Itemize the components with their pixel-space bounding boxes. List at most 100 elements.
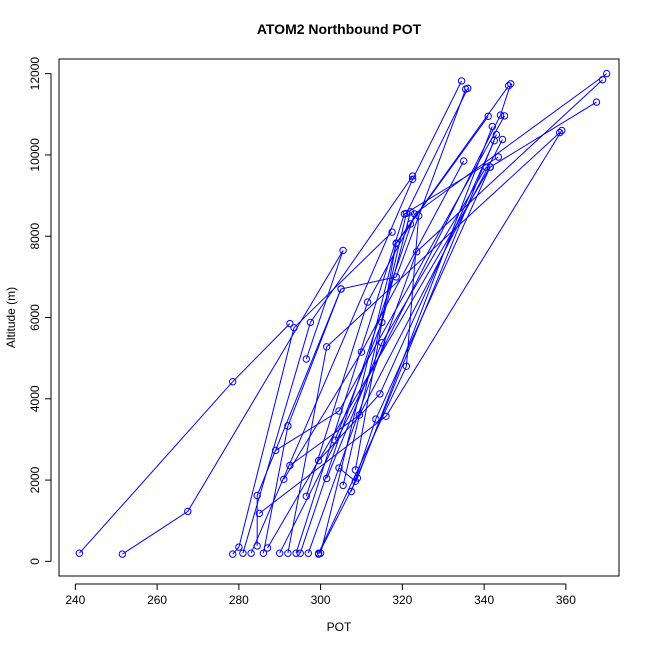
data-point bbox=[486, 163, 494, 171]
y-tick-label: 0 bbox=[28, 558, 42, 565]
series-line-16 bbox=[283, 160, 465, 480]
series-line-21 bbox=[318, 140, 495, 461]
data-point bbox=[372, 415, 380, 423]
data-point bbox=[253, 491, 261, 500]
data-point bbox=[314, 456, 323, 465]
y-tick-label: 12000 bbox=[28, 57, 42, 91]
series-line-9 bbox=[279, 83, 512, 554]
data-point bbox=[402, 209, 411, 218]
series-line-6 bbox=[256, 288, 342, 546]
data-point bbox=[323, 474, 331, 483]
data-point bbox=[500, 112, 509, 120]
data-point bbox=[507, 80, 515, 88]
data-point bbox=[292, 549, 300, 557]
data-point bbox=[296, 549, 304, 557]
data-point bbox=[255, 509, 263, 518]
data-point bbox=[355, 411, 364, 419]
series-line-7 bbox=[262, 88, 467, 554]
series-line-17 bbox=[258, 130, 563, 514]
data-point bbox=[484, 112, 492, 121]
x-axis: 240 260 280 300 320 340 360 bbox=[65, 583, 576, 607]
x-tick-label: 300 bbox=[311, 593, 331, 607]
data-point bbox=[376, 390, 384, 398]
data-point bbox=[603, 69, 611, 78]
data-point bbox=[306, 318, 315, 327]
series-line-20 bbox=[305, 223, 411, 497]
series-line-5 bbox=[250, 80, 463, 554]
data-point bbox=[280, 475, 288, 483]
data-point bbox=[351, 466, 360, 474]
data-point bbox=[247, 549, 255, 557]
series-line-22 bbox=[326, 166, 487, 479]
data-point bbox=[504, 82, 513, 90]
series-line-3 bbox=[232, 231, 393, 555]
series-line-10 bbox=[287, 132, 561, 554]
data-point bbox=[271, 446, 280, 455]
data-point bbox=[302, 355, 310, 363]
data-point bbox=[460, 157, 468, 165]
data-point bbox=[284, 422, 292, 430]
data-point bbox=[239, 549, 247, 557]
series-line-25 bbox=[342, 88, 469, 486]
data-point bbox=[556, 128, 564, 137]
series-line-8 bbox=[267, 101, 597, 549]
data-point bbox=[402, 362, 411, 370]
series-line-13 bbox=[307, 79, 603, 554]
series-layer bbox=[75, 69, 611, 558]
data-point bbox=[331, 436, 339, 444]
data-point bbox=[339, 481, 347, 490]
data-point bbox=[259, 549, 268, 557]
data-point bbox=[457, 77, 466, 85]
series-line-12 bbox=[299, 73, 607, 554]
data-point bbox=[558, 126, 566, 135]
data-point bbox=[75, 549, 84, 557]
data-point bbox=[304, 549, 312, 557]
data-point bbox=[492, 130, 501, 139]
y-tick-label: 2000 bbox=[28, 466, 42, 493]
x-tick-label: 320 bbox=[392, 593, 412, 607]
data-point bbox=[335, 407, 343, 415]
data-point bbox=[314, 550, 323, 558]
series-line-28 bbox=[318, 126, 493, 555]
x-tick-label: 240 bbox=[65, 593, 85, 607]
data-point bbox=[388, 228, 396, 236]
data-point bbox=[335, 464, 343, 472]
y-tick-label: 10000 bbox=[28, 138, 42, 172]
y-tick-label: 6000 bbox=[28, 304, 42, 331]
data-point bbox=[347, 487, 355, 496]
data-point bbox=[235, 543, 243, 551]
data-point bbox=[382, 412, 390, 420]
x-tick-label: 340 bbox=[474, 593, 494, 607]
data-point bbox=[408, 175, 417, 184]
series-line-1 bbox=[79, 323, 291, 554]
plot-frame bbox=[58, 58, 620, 577]
data-point bbox=[498, 135, 507, 144]
data-point bbox=[276, 549, 284, 557]
x-tick-label: 260 bbox=[147, 593, 167, 607]
data-point bbox=[229, 550, 237, 558]
data-point bbox=[357, 348, 366, 356]
data-point bbox=[263, 544, 272, 552]
data-point bbox=[494, 153, 503, 161]
x-tick-label: 280 bbox=[229, 593, 249, 607]
data-point bbox=[286, 461, 294, 470]
data-point bbox=[229, 378, 237, 386]
y-axis-label: Altitude (m) bbox=[4, 287, 18, 348]
y-axis: 0 2000 4000 6000 8000 10000 12000 bbox=[28, 57, 52, 565]
x-axis-label: POT bbox=[327, 620, 352, 634]
data-point bbox=[253, 542, 261, 550]
data-point bbox=[290, 324, 298, 332]
data-point bbox=[592, 98, 601, 106]
data-point bbox=[488, 122, 496, 131]
data-point bbox=[286, 319, 294, 328]
data-point bbox=[302, 492, 310, 500]
series-line-4 bbox=[242, 175, 414, 554]
data-point bbox=[337, 285, 345, 293]
x-tick-label: 360 bbox=[556, 593, 576, 607]
data-point bbox=[323, 343, 331, 351]
y-tick-label: 8000 bbox=[28, 223, 42, 250]
data-point bbox=[118, 550, 127, 558]
y-tick-label: 4000 bbox=[28, 385, 42, 412]
data-point bbox=[339, 246, 347, 255]
